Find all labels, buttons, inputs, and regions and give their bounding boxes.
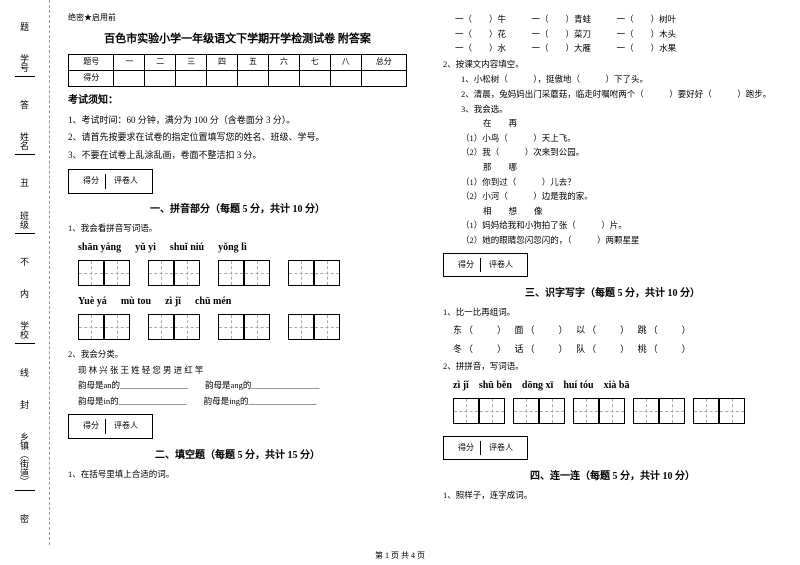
q2: 2、拼拼音，写词语。 (443, 360, 782, 374)
section-2-title: 二、填空题（每题 5 分，共计 15 分） (68, 448, 407, 464)
q1: 1、照样子，连字成词。 (443, 489, 782, 503)
th: 八 (330, 55, 361, 71)
section-1-title: 一、拼音部分（每题 5 分，共计 10 分） (68, 202, 407, 218)
th: 四 (207, 55, 238, 71)
score-grader-box: 得分评卷人 (68, 414, 153, 439)
margin-label-class: 班级 (15, 211, 35, 234)
char-list: 现 林 兴 张 王 姓 轻 您 男 进 红 竿 (78, 364, 407, 378)
margin-label-id: 学号 (15, 54, 35, 77)
notice-item: 2、请首先按要求在试卷的指定位置填写您的姓名、班级、学号。 (68, 130, 407, 144)
th: 六 (268, 55, 299, 71)
margin-char: 答 (18, 100, 31, 109)
page-footer: 第 1 页 共 4 页 (0, 550, 800, 561)
notice-item: 3、不要在试卷上乱涂乱画，卷面不整洁扣 3 分。 (68, 148, 407, 162)
margin-char: 内 (18, 289, 31, 298)
score-grader-box: 得分评卷人 (443, 253, 528, 278)
q2: 2、我会分类。 (68, 348, 407, 362)
th: 一 (114, 55, 145, 71)
notice-title: 考试须知： (68, 93, 407, 109)
th: 总分 (361, 55, 406, 71)
th: 三 (176, 55, 207, 71)
margin-char: 题 (18, 22, 31, 31)
confidential-seal: 绝密★启用前 (68, 12, 407, 25)
pinyin-row: shān yángyǔ yishuǐ niúyǒng lì (78, 240, 407, 256)
score-grader-box: 得分评卷人 (68, 169, 153, 194)
q1: 1、比一比再组词。 (443, 306, 782, 320)
section-3-title: 三、识字写字（每题 5 分，共计 10 分） (443, 286, 782, 302)
binding-margin: 题 学号 答 姓名 丑 班级 不 内 学校 线 封 乡镇（街道） 密 (0, 0, 50, 545)
char-grid-row (78, 260, 407, 286)
margin-label-school: 学校 (15, 321, 35, 344)
margin-char: 丑 (18, 178, 31, 187)
th: 七 (299, 55, 330, 71)
margin-char: 不 (18, 257, 31, 266)
exam-page: 题 学号 答 姓名 丑 班级 不 内 学校 线 封 乡镇（街道） 密 绝密★启用… (0, 0, 800, 545)
pinyin-row: Yuè yámù touzì jǐchū mén (78, 294, 407, 310)
q1: 1、我会看拼音写词语。 (68, 222, 407, 236)
char-grid-row (78, 314, 407, 340)
pinyin-row: zì jǐshū běndōng xīhuí tóuxià bā (453, 378, 782, 394)
th: 题号 (69, 55, 114, 71)
th: 二 (145, 55, 176, 71)
score-table: 题号 一 二 三 四 五 六 七 八 总分 得分 (68, 54, 407, 87)
q2-title: 2、按课文内容填空。 (443, 58, 782, 72)
td: 得分 (69, 71, 114, 87)
margin-label-town: 乡镇（街道） (15, 432, 35, 491)
content-area: 绝密★启用前 百色市实验小学一年级语文下学期开学检测试卷 附答案 题号 一 二 … (50, 0, 800, 545)
right-column: 一（ ）牛 一（ ）青蛙 一（ ）树叶 一（ ）花 一（ ）菜刀 一（ ）木头 … (425, 0, 800, 545)
char-grid-row (453, 398, 782, 424)
score-grader-box: 得分评卷人 (443, 436, 528, 461)
q1: 1、在括号里填上合适的词。 (68, 468, 407, 482)
section-4-title: 四、连一连（每题 5 分，共计 10 分） (443, 469, 782, 485)
notice-item: 1、考试时间：60 分钟，满分为 100 分（含卷面分 3 分）。 (68, 113, 407, 127)
exam-title: 百色市实验小学一年级语文下学期开学检测试卷 附答案 (68, 31, 407, 49)
margin-char: 密 (18, 514, 31, 523)
margin-label-name: 姓名 (15, 132, 35, 155)
th: 五 (237, 55, 268, 71)
margin-char: 线 (18, 368, 31, 377)
left-column: 绝密★启用前 百色市实验小学一年级语文下学期开学检测试卷 附答案 题号 一 二 … (50, 0, 425, 545)
margin-char: 封 (18, 400, 31, 409)
